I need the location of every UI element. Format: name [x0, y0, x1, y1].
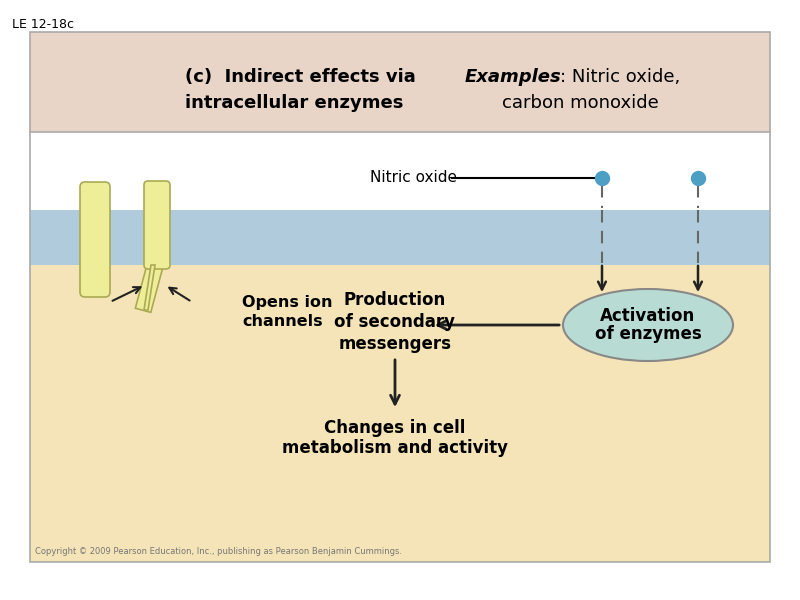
Bar [30, 132, 770, 210]
Text: messengers: messengers [338, 335, 451, 353]
Bar [30, 210, 770, 265]
Text: LE 12-18c: LE 12-18c [12, 18, 74, 31]
Text: Opens ion: Opens ion [242, 295, 333, 310]
Bar [30, 32, 770, 132]
Text: Activation: Activation [600, 307, 696, 325]
Text: : Nitric oxide,: : Nitric oxide, [560, 68, 680, 86]
Text: carbon monoxide: carbon monoxide [502, 94, 658, 112]
Text: Production: Production [344, 291, 446, 309]
Text: of secondary: of secondary [334, 313, 455, 331]
Polygon shape [144, 265, 155, 310]
FancyBboxPatch shape [144, 181, 170, 269]
Bar [30, 265, 770, 562]
Text: metabolism and activity: metabolism and activity [282, 439, 508, 457]
Text: of enzymes: of enzymes [594, 325, 702, 343]
Text: Nitric oxide: Nitric oxide [370, 170, 457, 185]
Text: intracellular enzymes: intracellular enzymes [185, 94, 403, 112]
Bar [135, 260, 164, 313]
Ellipse shape [563, 289, 733, 361]
Text: channels: channels [242, 314, 322, 329]
FancyBboxPatch shape [80, 182, 110, 297]
Text: Copyright © 2009 Pearson Education, Inc., publishing as Pearson Benjamin Cumming: Copyright © 2009 Pearson Education, Inc.… [35, 547, 402, 556]
Bar [30, 32, 770, 562]
Text: Changes in cell: Changes in cell [324, 419, 466, 437]
Text: (c)  Indirect effects via: (c) Indirect effects via [185, 68, 416, 86]
Text: Examples: Examples [465, 68, 562, 86]
